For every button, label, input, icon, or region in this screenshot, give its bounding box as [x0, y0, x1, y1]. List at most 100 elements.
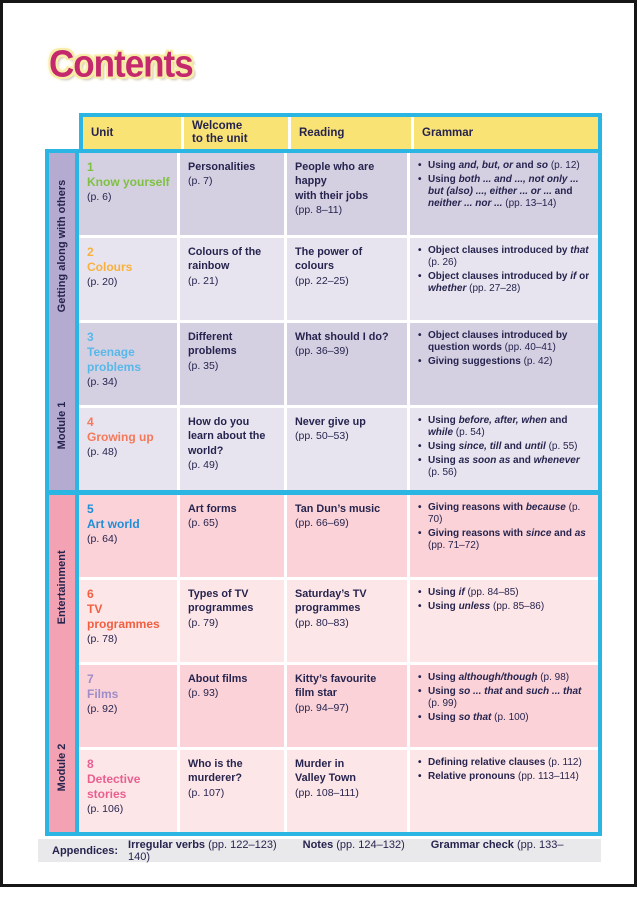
- appendices-label: Appendices:: [52, 844, 119, 857]
- unit-number: 1: [87, 160, 94, 175]
- bullet-marker: •: [418, 174, 422, 186]
- welcome-text: Who is the murderer?: [188, 758, 243, 785]
- bullet-marker: •: [418, 587, 422, 599]
- reading-cell: People who are happy with their jobs (pp…: [287, 153, 407, 236]
- bullet-marker: •: [418, 245, 422, 257]
- bullet-marker: •: [418, 502, 422, 514]
- welcome-cell: About films (p. 93): [180, 665, 284, 748]
- unit-cell: 7 Films (p. 92): [79, 665, 177, 748]
- reading-text: Kitty’s favourite film star: [295, 673, 377, 700]
- appendix-items: Irregular verbs (pp. 122–123) Notes (pp. …: [128, 839, 601, 863]
- appendix-item: Irregular verbs (pp. 122–123): [128, 838, 277, 851]
- sidebar-module-label: Module 2: [56, 743, 68, 792]
- appendix-item: Notes (pp. 124–132): [302, 838, 405, 851]
- grammar-item: • Object clauses introduced by question w…: [418, 330, 568, 354]
- reading-text: The power of colours: [295, 246, 363, 273]
- unit-title: Detective stories: [87, 772, 141, 802]
- bullet-marker: •: [418, 160, 422, 172]
- welcome-cell: Different problems (p. 35): [180, 323, 284, 406]
- welcome-page-ref: (p. 65): [188, 517, 219, 530]
- reading-cell: What should I do? (pp. 36–39): [287, 323, 407, 406]
- reading-cell: Saturday’s TV programmes (pp. 80–83): [287, 580, 407, 663]
- grammar-cell: • Using although/though (p. 98) • Using so …: [410, 665, 598, 748]
- header-grammar: Grammar: [414, 117, 598, 150]
- unit-number: 7: [87, 672, 94, 687]
- welcome-page-ref: (p. 7): [188, 175, 213, 188]
- grammar-item: • Using as soon as and whenever (p. 56): [418, 454, 580, 478]
- reading-cell: Never give up (pp. 50–53): [287, 408, 407, 491]
- contents-table: Unit Welcome to the unit Reading Grammar…: [45, 113, 602, 837]
- unit-number: 5: [87, 502, 94, 517]
- unit-page-ref: (p. 78): [87, 633, 118, 646]
- unit-cell: 5 Art world (p. 64): [79, 495, 177, 578]
- bullet-marker: •: [418, 672, 422, 684]
- grammar-cell: • Defining relative clauses (p. 112) • Rela…: [410, 750, 598, 833]
- unit-page-ref: (p. 6): [87, 191, 112, 204]
- module-sidebar: Entertainment Module 2: [49, 495, 79, 833]
- grammar-item: • Relative pronouns (pp. 113–114): [418, 771, 579, 783]
- unit-title: Films: [87, 687, 119, 702]
- grammar-item: • Using both ... and ..., not only ... bu…: [418, 174, 579, 209]
- bullet-marker: •: [418, 356, 422, 368]
- unit-number: 8: [87, 757, 94, 772]
- welcome-text: Types of TV programmes: [188, 588, 254, 615]
- unit-title: Know yourself: [87, 175, 170, 190]
- unit-row: 4 Growing up (p. 48) How do you learn ab…: [79, 408, 598, 491]
- grammar-item: • Giving reasons with because (p. 70): [418, 502, 581, 526]
- welcome-page-ref: (p. 21): [188, 274, 219, 287]
- welcome-page-ref: (p. 93): [188, 687, 219, 700]
- bullet-marker: •: [418, 686, 422, 698]
- welcome-cell: Who is the murderer? (p. 107): [180, 750, 284, 833]
- welcome-text: Art forms: [188, 503, 237, 516]
- appendices-bar: Appendices: Irregular verbs (pp. 122–123…: [38, 839, 601, 863]
- welcome-cell: Colours of the rainbow (p. 21): [180, 238, 284, 321]
- grammar-item: • Using so ... that and such ... that (p.…: [418, 686, 582, 710]
- bullet-marker: •: [418, 441, 422, 453]
- grammar-list: • Giving reasons with because (p. 70) • Giv…: [418, 502, 593, 551]
- grammar-item: • Using if (pp. 84–85): [418, 587, 519, 599]
- reading-page-ref: (pp. 94–97): [295, 701, 349, 714]
- reading-text: People who are happy with their jobs: [295, 161, 375, 202]
- grammar-item: • Defining relative clauses (p. 112): [418, 757, 582, 769]
- reading-page-ref: (pp. 8–11): [295, 203, 343, 216]
- sidebar-section-label: Entertainment: [56, 551, 68, 626]
- unit-title: Growing up: [87, 430, 154, 445]
- reading-text: Murder in Valley Town: [295, 758, 357, 785]
- page-title: Contents: [49, 43, 194, 86]
- unit-number: 2: [87, 245, 94, 260]
- welcome-page-ref: (p. 35): [188, 359, 219, 372]
- grammar-list: • Object clauses introduced by that (p. 2…: [418, 245, 593, 294]
- grammar-cell: • Using before, after, when and while (p.…: [410, 408, 598, 491]
- grammar-item: • Object clauses introduced by that (p. 2…: [418, 245, 589, 269]
- unit-page-ref: (p. 34): [87, 376, 118, 389]
- bullet-marker: •: [418, 528, 422, 540]
- welcome-page-ref: (p. 49): [188, 458, 219, 471]
- welcome-page-ref: (p. 79): [188, 616, 219, 629]
- grammar-item: • Object clauses introduced by if or whet…: [418, 271, 590, 294]
- module-sidebar: Getting along with others Module 1: [49, 153, 79, 491]
- reading-text: What should I do?: [295, 331, 389, 344]
- unit-title: Art world: [87, 517, 140, 532]
- reading-page-ref: (pp. 66–69): [295, 517, 349, 530]
- table-header-row: Unit Welcome to the unit Reading Grammar: [79, 113, 602, 150]
- reading-cell: Tan Dun’s music (pp. 66–69): [287, 495, 407, 578]
- grammar-item: • Using unless (pp. 85–86): [418, 601, 545, 613]
- sidebar-section-label: Getting along with others: [56, 179, 68, 313]
- welcome-page-ref: (p. 107): [188, 786, 225, 799]
- unit-cell: 3 Teenage problems (p. 34): [79, 323, 177, 406]
- welcome-text: About films: [188, 673, 248, 686]
- appendix-item: Grammar check (pp. 133–140): [128, 838, 564, 863]
- welcome-text: How do you learn about the world?: [188, 416, 266, 457]
- unit-page-ref: (p. 20): [87, 276, 118, 289]
- table-body: Getting along with others Module 1 1 Kno…: [45, 149, 602, 837]
- grammar-list: • Using and, but, or and so (p. 12) • Using…: [418, 160, 593, 209]
- unit-cell: 8 Detective stories (p. 106): [79, 750, 177, 833]
- sidebar-module-label: Module 1: [56, 401, 68, 450]
- unit-page-ref: (p. 92): [87, 703, 118, 716]
- unit-number: 3: [87, 330, 94, 345]
- bullet-marker: •: [418, 771, 422, 783]
- grammar-cell: • Giving reasons with because (p. 70) • Giv…: [410, 495, 598, 578]
- grammar-item: • Using so that (p. 100): [418, 711, 529, 723]
- grammar-cell: • Using and, but, or and so (p. 12) • Using…: [410, 153, 598, 236]
- grammar-item: • Using and, but, or and so (p. 12): [418, 160, 580, 172]
